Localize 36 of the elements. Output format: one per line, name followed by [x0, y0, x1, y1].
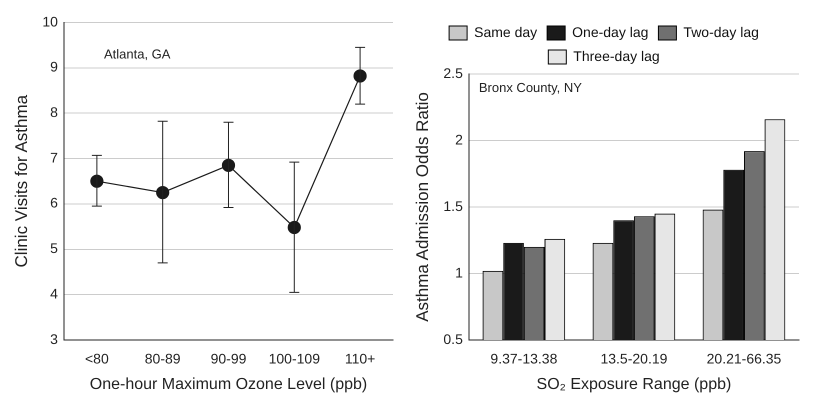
y-tick-label: 10 — [42, 13, 58, 30]
x-tick-label: 9.37-13.38 — [490, 350, 558, 366]
y-tick-label: 1 — [455, 264, 464, 280]
x-tick-label: 20.21-66.35 — [706, 350, 782, 366]
y-tick-label: 8 — [50, 104, 58, 120]
x-axis-title: SO₂ Exposure Range (ppb) — [536, 376, 732, 393]
x-axis-title: One-hour Maximum Ozone Level (ppb) — [90, 376, 368, 393]
x-tick-label: 13.5-20.19 — [600, 350, 668, 366]
y-tick-label: 2 — [455, 131, 464, 148]
y-tick-label: 5 — [50, 240, 58, 256]
point — [222, 158, 236, 172]
x-tick-label: 100-109 — [268, 350, 320, 366]
y-tick-label: 6 — [50, 194, 58, 211]
legend-label: Same day — [474, 24, 538, 40]
point — [156, 186, 170, 200]
annotation: Atlanta, GA — [104, 46, 171, 62]
legend-label: Three-day lag — [573, 48, 660, 64]
x-tick-label: <80 — [85, 350, 109, 366]
y-tick-label: 0.5 — [443, 330, 464, 347]
point — [90, 174, 104, 188]
y-tick-label: 3 — [50, 330, 58, 347]
x-tick-label: 90-99 — [210, 350, 247, 366]
x-tick-label: 110+ — [344, 350, 376, 366]
y-tick-label: 2.5 — [443, 64, 464, 81]
y-tick-label: 1.5 — [443, 198, 464, 214]
y-axis-title: Asthma Admission Odds Ratio — [412, 92, 432, 322]
y-tick-label: 7 — [50, 149, 58, 166]
y-tick-label: 4 — [50, 285, 58, 302]
x-tick-label: 80-89 — [144, 350, 181, 366]
point — [353, 69, 367, 83]
point — [288, 220, 301, 234]
annotation: Bronx County, NY — [478, 80, 582, 96]
legend-label: Two-day lag — [683, 24, 759, 40]
y-axis-title: Clinic Visits for Asthma — [12, 94, 31, 268]
legend-label: One-day lag — [572, 24, 648, 40]
y-tick-label: 9 — [50, 58, 58, 75]
